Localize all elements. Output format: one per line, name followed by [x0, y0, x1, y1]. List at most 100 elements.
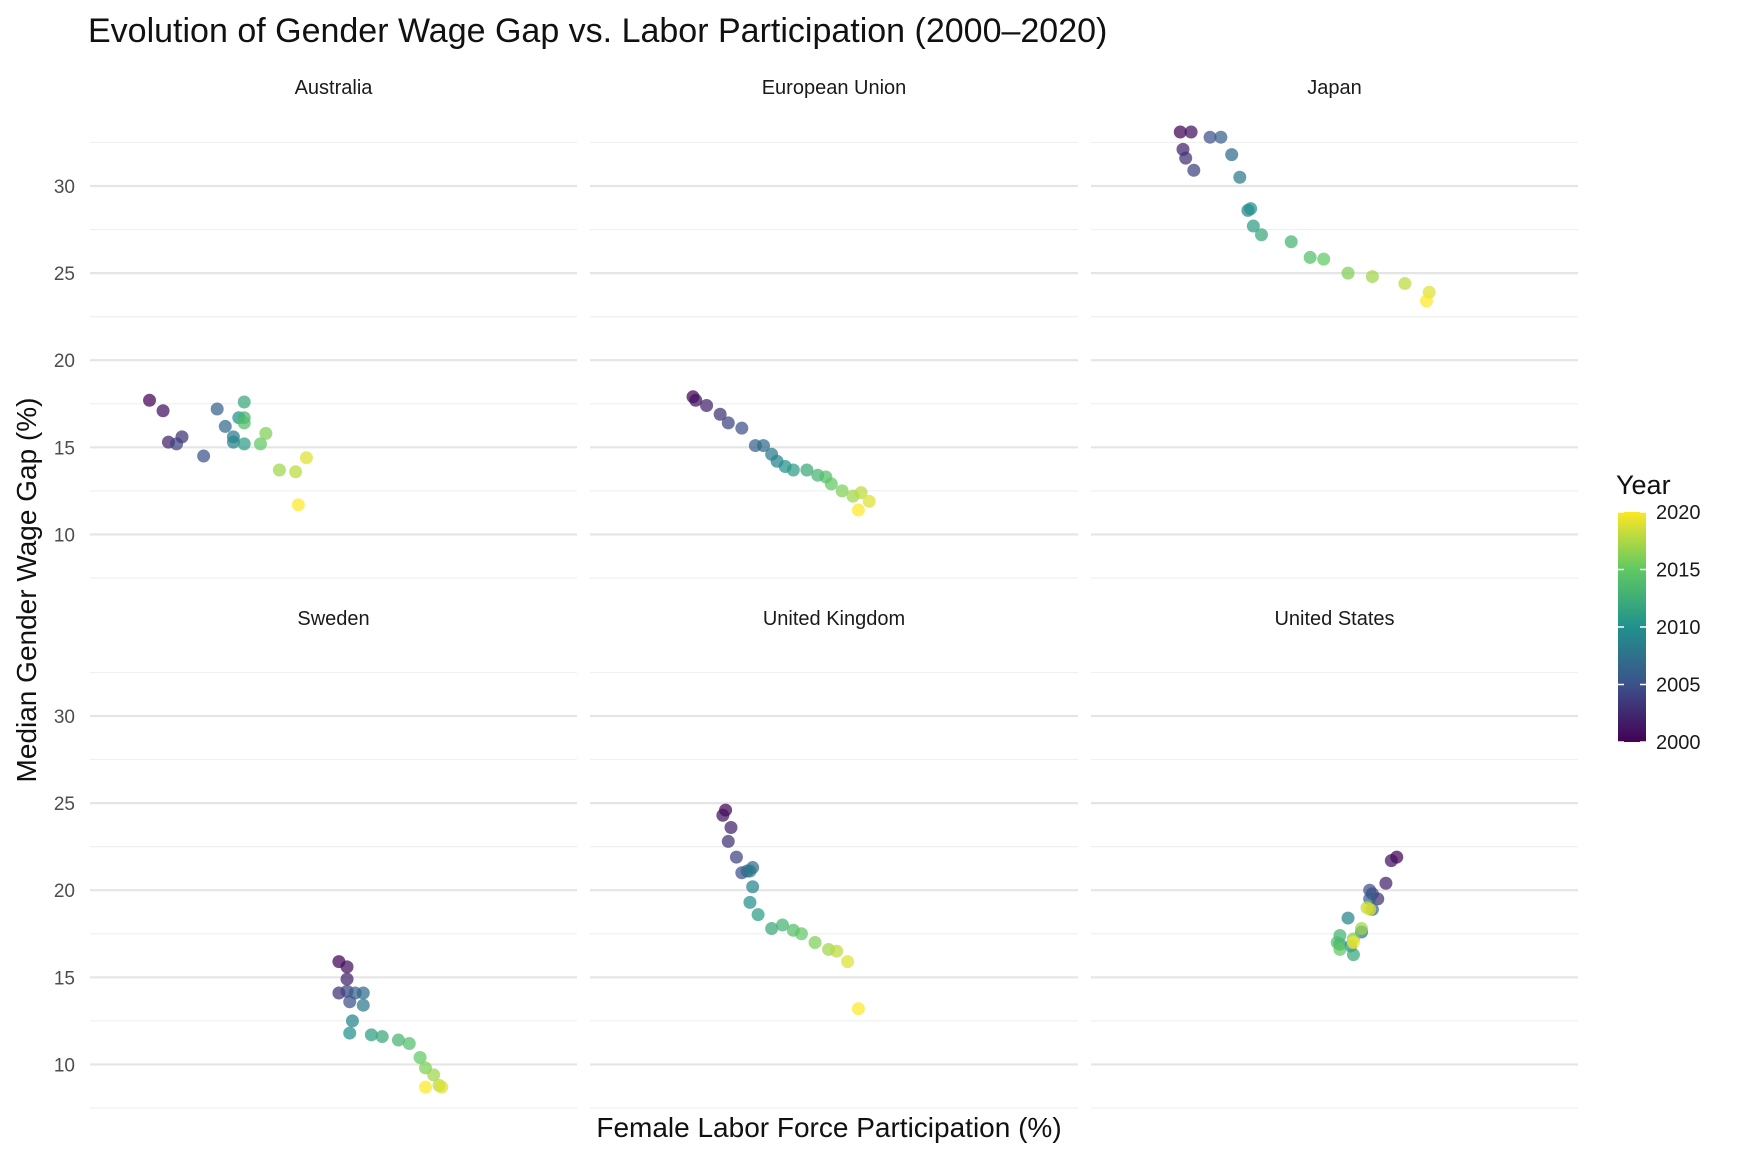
data-point [721, 416, 735, 430]
facet-panel: United States [1091, 608, 1578, 1109]
y-tick-label: 30 [54, 177, 75, 198]
data-point [1303, 250, 1317, 264]
data-point [402, 1037, 416, 1051]
data-point [356, 986, 370, 1000]
data-point [841, 955, 855, 969]
x-axis-title: Female Labor Force Participation (%) [596, 1112, 1061, 1143]
data-point [1317, 252, 1331, 266]
data-point [757, 439, 771, 453]
data-point [291, 498, 305, 512]
data-point [1184, 125, 1198, 139]
data-point [830, 944, 844, 958]
data-point [743, 895, 757, 909]
data-point [1365, 270, 1379, 284]
data-point [721, 834, 735, 848]
data-point [1341, 266, 1355, 280]
data-point [170, 437, 184, 451]
legend-title: Year [1616, 470, 1671, 500]
data-point [210, 402, 224, 416]
facet-panel: European Union [590, 77, 1078, 579]
data-point [427, 1068, 441, 1082]
data-point [713, 407, 727, 421]
facet-strip-label: European Union [762, 77, 907, 99]
data-point [1254, 228, 1268, 242]
data-point [259, 426, 273, 440]
data-point [364, 1028, 378, 1042]
data-point [418, 1080, 432, 1094]
data-point [435, 1080, 449, 1094]
data-point [851, 1002, 865, 1016]
y-tick-label: 15 [54, 968, 75, 989]
data-point [851, 503, 865, 517]
y-tick-label: 20 [54, 881, 75, 902]
data-point [375, 1030, 389, 1044]
data-point [340, 972, 354, 986]
data-point [1346, 935, 1360, 949]
data-point [751, 908, 765, 922]
y-tick-label: 25 [54, 794, 75, 815]
data-point [746, 880, 760, 894]
data-point [1284, 235, 1298, 249]
data-point [1225, 148, 1239, 162]
data-point [1419, 294, 1433, 308]
data-point [1384, 854, 1398, 868]
data-point [197, 449, 211, 463]
data-point [218, 419, 232, 433]
data-point [340, 960, 354, 974]
data-point [689, 393, 703, 407]
y-tick-label: 15 [54, 438, 75, 459]
data-point [735, 421, 749, 435]
data-point [345, 1014, 359, 1028]
data-point [765, 922, 779, 936]
facet-panel: United Kingdom [590, 608, 1078, 1109]
y-tick-label: 10 [54, 525, 75, 546]
facet-strip-label: Japan [1307, 77, 1362, 99]
data-point [1355, 922, 1369, 936]
facet-panel: 10 15 20 25 30 Sweden [54, 608, 577, 1109]
data-point [1244, 202, 1258, 216]
data-point [1187, 163, 1201, 177]
data-point [724, 820, 738, 834]
data-point [391, 1033, 405, 1047]
data-point [1379, 876, 1393, 890]
data-point [808, 935, 822, 949]
data-point [854, 486, 868, 500]
data-point [272, 463, 286, 477]
data-point [1363, 902, 1377, 916]
facet-strip-label: United Kingdom [763, 608, 905, 630]
data-point [729, 850, 743, 864]
data-point [413, 1050, 427, 1064]
y-tick-label: 25 [54, 264, 75, 285]
data-point [1214, 130, 1228, 144]
facet-panel: Japan [1091, 77, 1578, 579]
facet-strip-label: Australia [295, 77, 374, 99]
data-point [237, 437, 251, 451]
y-tick-label: 30 [54, 707, 75, 728]
data-point [156, 404, 170, 418]
data-point [775, 918, 789, 932]
data-point [289, 465, 303, 479]
data-point [862, 494, 876, 508]
y-tick-label: 20 [54, 351, 75, 372]
data-point [1179, 151, 1193, 165]
data-point [237, 395, 251, 409]
data-point [237, 416, 251, 430]
legend-tick-label: 2010 [1656, 617, 1701, 639]
data-point [794, 927, 808, 941]
chart-title: Evolution of Gender Wage Gap vs. Labor P… [88, 12, 1107, 50]
facet-strip-label: United States [1274, 608, 1394, 630]
data-point [1203, 130, 1217, 144]
data-point [1341, 911, 1355, 925]
data-point [1333, 942, 1347, 956]
data-point [700, 399, 714, 413]
legend-tick-label: 2000 [1656, 732, 1701, 754]
data-point [1398, 277, 1412, 291]
data-point [356, 998, 370, 1012]
data-point [143, 393, 157, 407]
legend-tick-label: 2020 [1656, 502, 1701, 524]
data-point [253, 437, 267, 451]
legend-tick-label: 2005 [1656, 675, 1701, 697]
legend-tick-label: 2015 [1656, 560, 1701, 582]
data-point [716, 808, 730, 822]
